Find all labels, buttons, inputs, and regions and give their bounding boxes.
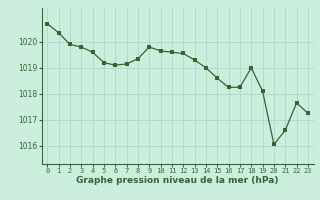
X-axis label: Graphe pression niveau de la mer (hPa): Graphe pression niveau de la mer (hPa) [76, 176, 279, 185]
